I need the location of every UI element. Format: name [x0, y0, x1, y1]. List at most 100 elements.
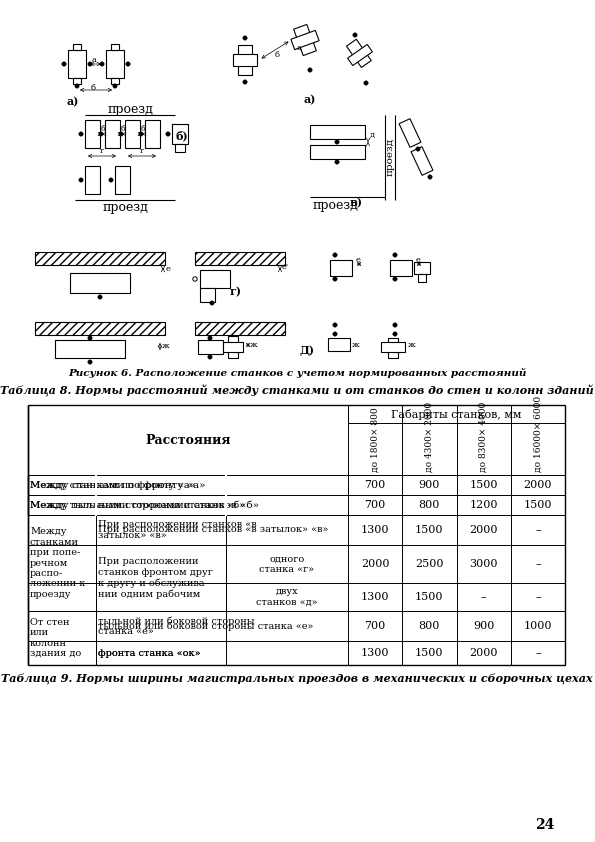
Bar [399, 119, 421, 147]
Circle shape [428, 175, 432, 179]
Circle shape [364, 81, 368, 85]
Bar [70, 273, 130, 293]
Bar [418, 274, 426, 282]
Bar [328, 338, 350, 351]
Bar [330, 260, 352, 276]
Bar [310, 125, 365, 139]
Circle shape [353, 33, 357, 37]
Text: 3000: 3000 [469, 559, 498, 569]
Text: При расположении
станков фронтом друг
к другу и обслужива-
нии одним рабочим: При расположении станков фронтом друг к … [98, 557, 213, 599]
Circle shape [393, 277, 397, 281]
Bar [145, 120, 160, 148]
Bar [414, 262, 430, 274]
Bar [291, 30, 319, 50]
Text: 1200: 1200 [469, 500, 498, 510]
Circle shape [166, 132, 170, 136]
Bar [346, 40, 371, 67]
Text: а: а [297, 44, 302, 52]
Text: ж: ж [162, 342, 170, 350]
Text: 2500: 2500 [415, 559, 444, 569]
Bar [111, 44, 119, 50]
Circle shape [88, 61, 92, 67]
Circle shape [113, 84, 117, 88]
Text: проезд: проезд [312, 199, 358, 211]
Text: Габариты станков, мм: Габариты станков, мм [392, 408, 522, 419]
Circle shape [333, 253, 337, 257]
Text: 700: 700 [365, 621, 386, 631]
Bar [35, 252, 165, 265]
Text: одного
станка «г»: одного станка «г» [259, 554, 315, 573]
Text: При расположении станков «в
затылок» «в»: При расположении станков «в затылок» «в» [98, 520, 256, 540]
Text: –: – [535, 559, 541, 569]
Bar [198, 340, 223, 354]
Circle shape [88, 336, 92, 340]
Circle shape [393, 253, 397, 257]
Circle shape [416, 147, 420, 152]
Text: 1500: 1500 [415, 592, 444, 602]
Circle shape [393, 332, 397, 336]
Text: e: e [166, 265, 171, 273]
Bar [388, 338, 398, 358]
Text: ж: ж [408, 341, 416, 349]
Text: тыльной или боковой стороны
станка «е»: тыльной или боковой стороны станка «е» [98, 616, 255, 636]
Text: –: – [481, 592, 487, 602]
Text: e': e' [282, 263, 289, 271]
Text: От стен
или
колонн
здания до: От стен или колонн здания до [30, 618, 82, 658]
Text: 2000: 2000 [469, 648, 498, 658]
Text: 1500: 1500 [415, 648, 444, 658]
Text: фронта станка «ок»: фронта станка «ок» [98, 648, 201, 658]
Text: двух
станков «д»: двух станков «д» [256, 588, 318, 607]
Circle shape [333, 277, 337, 281]
Text: проезд: проезд [107, 104, 153, 116]
Circle shape [100, 61, 104, 67]
Circle shape [99, 132, 103, 136]
Text: до 1800× 800: до 1800× 800 [371, 408, 380, 472]
Bar [68, 50, 86, 78]
Text: 900: 900 [419, 480, 440, 490]
Bar [310, 145, 365, 159]
Circle shape [88, 360, 92, 365]
Circle shape [126, 61, 130, 67]
Text: 1300: 1300 [361, 648, 389, 658]
Text: –: – [535, 648, 541, 658]
Text: 1000: 1000 [524, 621, 552, 631]
Circle shape [335, 160, 339, 164]
Text: Между тыльными сторонами станков «б»: Между тыльными сторонами станков «б» [30, 500, 245, 509]
Text: e: e [356, 256, 361, 264]
Circle shape [333, 322, 337, 328]
Bar [195, 252, 285, 265]
Text: При расположении станков «в затылок» «в»: При расположении станков «в затылок» «в» [98, 525, 328, 535]
Text: фронта станка «ок»: фронта станка «ок» [98, 648, 201, 658]
Bar [228, 336, 238, 358]
Text: д: д [370, 131, 375, 139]
Text: Между тыльными сторонами станков «б»: Между тыльными сторонами станков «б» [30, 500, 259, 509]
Bar [111, 78, 119, 84]
Text: Таблица 8. Нормы расстояний между станками и от станков до стен и колонн зданий: Таблица 8. Нормы расстояний между станка… [0, 384, 594, 396]
Circle shape [243, 36, 247, 40]
Text: e: e [416, 256, 421, 264]
Circle shape [210, 301, 214, 305]
Text: 1500: 1500 [415, 525, 444, 535]
Circle shape [119, 132, 123, 136]
Text: г: г [140, 147, 144, 155]
Bar [195, 322, 285, 335]
Text: проезд: проезд [386, 138, 394, 176]
Bar [411, 147, 433, 175]
Text: 700: 700 [365, 500, 386, 510]
Bar [85, 120, 100, 148]
Text: до 16000× 6000: до 16000× 6000 [533, 396, 543, 472]
Circle shape [79, 178, 83, 182]
Bar [125, 120, 140, 148]
Bar [347, 45, 372, 66]
Circle shape [393, 322, 397, 328]
Bar [200, 288, 215, 302]
Text: 2000: 2000 [524, 480, 552, 490]
Text: 800: 800 [419, 500, 440, 510]
Bar [85, 166, 100, 194]
Text: Рисунок 6. Расположение станков с учетом нормированных расстояний: Рисунок 6. Расположение станков с учетом… [68, 368, 526, 378]
Text: 1300: 1300 [361, 525, 389, 535]
Text: б: б [141, 125, 146, 133]
Text: 1500: 1500 [524, 500, 552, 510]
Text: 900: 900 [473, 621, 494, 631]
Text: тыльной или боковой стороны станка «е»: тыльной или боковой стороны станка «е» [98, 621, 314, 631]
